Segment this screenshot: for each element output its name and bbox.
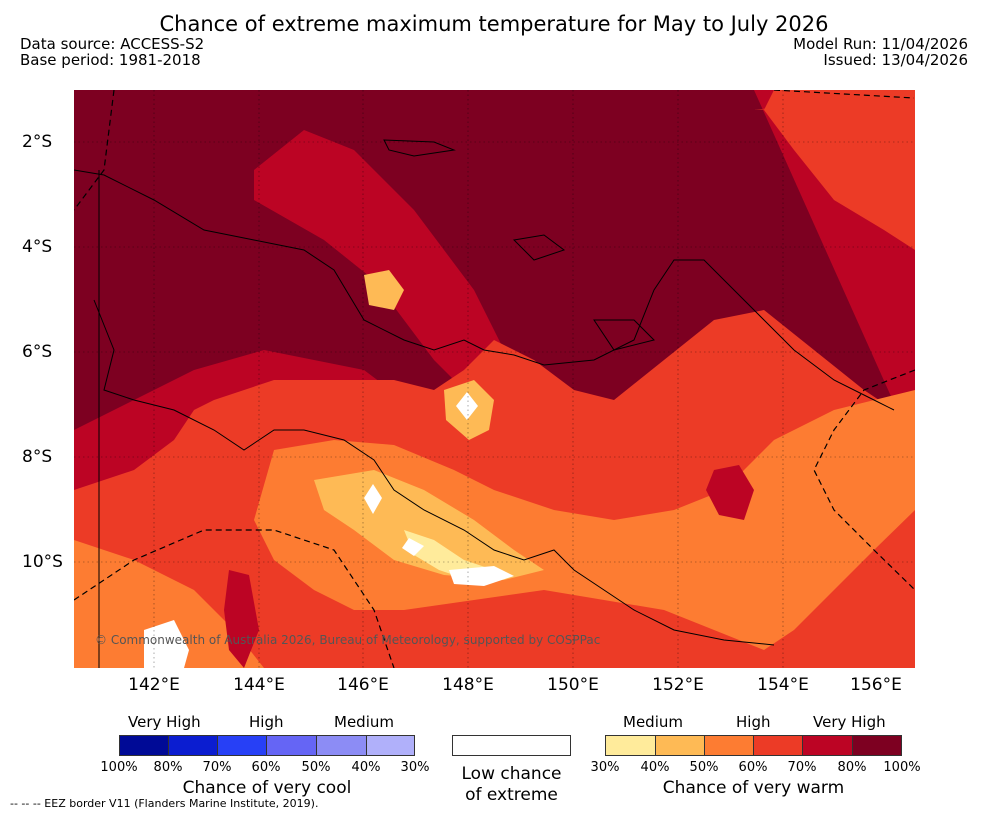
contour-50-60-south [74, 540, 264, 668]
low-chance-label-line2: of extreme [465, 785, 558, 805]
contour-40-50-north [364, 270, 404, 310]
data-source: Data source: ACCESS-S2 [20, 35, 205, 53]
temperature-map [74, 90, 915, 668]
cool-legend-title: Chance of very cool [182, 778, 352, 798]
warm-level-very-high: Very High [813, 713, 886, 731]
cool-percent-label: 80% [153, 760, 183, 775]
lat-label: 6°S [22, 342, 53, 362]
cool-percent-label: 70% [202, 760, 232, 775]
contour-60-70-northeast [764, 90, 915, 250]
lon-label: 154°E [757, 675, 809, 695]
warm-swatch [753, 735, 803, 756]
cool-percent-label: 60% [251, 760, 281, 775]
cool-percent-label: 100% [100, 760, 138, 775]
cool-swatch [119, 735, 169, 756]
warm-swatch [605, 735, 656, 756]
lat-label: 4°S [22, 237, 53, 257]
warm-percent-label: 60% [738, 760, 768, 775]
low-chance-area-5 [144, 620, 189, 668]
low-chance-area-1 [456, 392, 478, 420]
cool-level-very-high: Very High [128, 713, 201, 731]
warm-percent-label: 70% [787, 760, 817, 775]
contour-70-80-east [706, 465, 754, 520]
cool-swatch [316, 735, 367, 756]
lon-label: 148°E [442, 675, 494, 695]
eez-borders [74, 90, 915, 668]
issued-date: Issued: 13/04/2026 [823, 51, 968, 69]
warm-swatch [802, 735, 853, 756]
contour-50-60 [254, 390, 915, 650]
lon-label: 156°E [850, 675, 902, 695]
warm-level-medium: Medium [623, 713, 683, 731]
contour-30-40 [404, 530, 494, 580]
lon-label: 144°E [233, 675, 285, 695]
warm-percent-label: 40% [640, 760, 670, 775]
cool-swatch [366, 735, 415, 756]
cool-level-medium: Medium [334, 713, 394, 731]
lon-label: 150°E [547, 675, 599, 695]
warm-percent-label: 50% [689, 760, 719, 775]
warm-percent-label: 30% [590, 760, 620, 775]
low-chance-label-line1: Low chance [461, 764, 562, 784]
cool-percent-label: 40% [351, 760, 381, 775]
eez-border-note: -- -- -- EEZ border V11 (Flanders Marine… [10, 797, 319, 810]
copyright-notice: © Commonwealth of Australia 2026, Bureau… [95, 633, 601, 647]
base-period: Base period: 1981-2018 [20, 51, 201, 69]
warm-percent-label: 80% [837, 760, 867, 775]
warm-swatch [852, 735, 902, 756]
lon-label: 146°E [337, 675, 389, 695]
cool-swatch [266, 735, 317, 756]
graticule [74, 90, 915, 668]
cool-percent-label: 50% [301, 760, 331, 775]
warm-level-high: High [736, 713, 771, 731]
warm-swatch [655, 735, 705, 756]
cool-percent-label: 30% [400, 760, 430, 775]
low-chance-area-3 [402, 538, 424, 556]
cool-swatch [168, 735, 218, 756]
lat-label: 10°S [22, 552, 63, 572]
warm-swatch [704, 735, 754, 756]
lat-label: 2°S [22, 132, 53, 152]
lon-label: 152°E [652, 675, 704, 695]
low-chance-area-4 [449, 566, 514, 586]
lon-label: 142°E [128, 675, 180, 695]
model-run: Model Run: 11/04/2026 [793, 35, 968, 53]
lat-label: 8°S [22, 447, 53, 467]
low-chance-swatch [452, 735, 571, 756]
cool-swatch [217, 735, 267, 756]
contour-70-80-south [224, 570, 259, 668]
low-chance-area-2 [364, 484, 382, 514]
warm-legend-title: Chance of very warm [662, 778, 845, 798]
warm-percent-label: 100% [883, 760, 921, 775]
coastlines [74, 139, 895, 646]
cool-level-high: High [249, 713, 284, 731]
map-title: Chance of extreme maximum temperature fo… [159, 12, 829, 36]
